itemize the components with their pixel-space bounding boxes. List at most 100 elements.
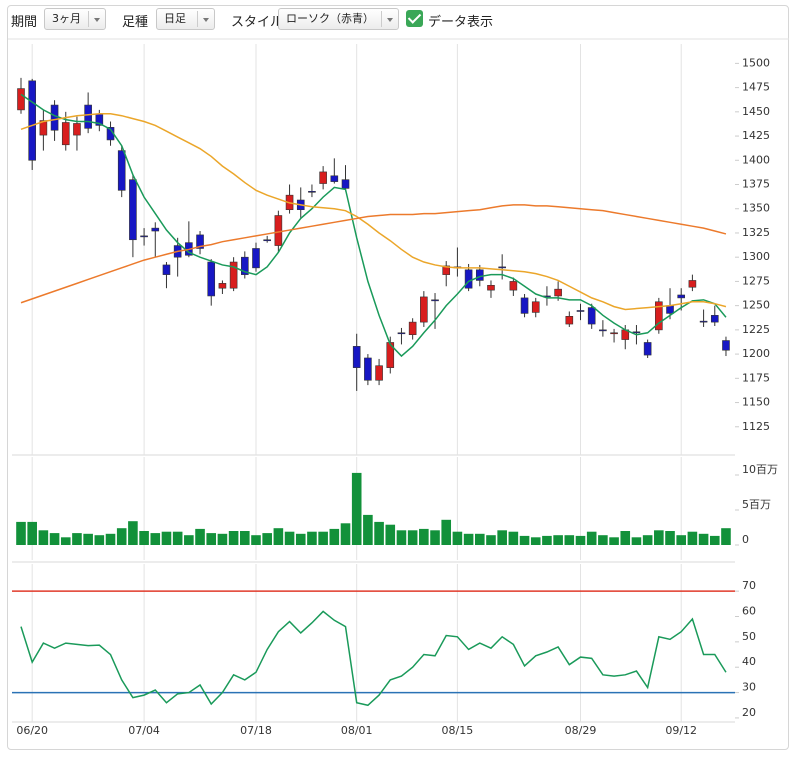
y-tick-label: 1500 xyxy=(742,56,770,69)
y-tick-label: 1200 xyxy=(742,347,770,360)
y-tick-label: 60 xyxy=(742,605,756,618)
volume-bar xyxy=(105,533,116,545)
y-tick-label: 1175 xyxy=(742,371,770,384)
volume-bar xyxy=(318,531,328,545)
y-tick-label: 1300 xyxy=(742,250,770,263)
volume-bar xyxy=(698,533,709,545)
x-tick-label: 07/04 xyxy=(128,724,160,737)
y-tick-label: 1400 xyxy=(742,153,770,166)
candle-body xyxy=(319,171,327,184)
x-tick-label: 08/01 xyxy=(341,724,373,737)
candle-body xyxy=(420,296,428,323)
bar-dropdown[interactable]: 日足 xyxy=(156,8,215,30)
volume-bar xyxy=(508,531,519,545)
volume-bar xyxy=(654,530,664,545)
volume-bar xyxy=(586,531,597,545)
style-dropdown[interactable]: ローソク（赤青） xyxy=(278,8,399,30)
volume-bar xyxy=(419,528,429,545)
volume-bar xyxy=(519,535,530,545)
candle-body xyxy=(207,261,216,297)
volume-bar xyxy=(184,535,194,545)
volume-bar xyxy=(284,531,295,545)
volume-bar xyxy=(441,519,452,545)
candle-body xyxy=(162,264,171,275)
rsi-line xyxy=(20,610,727,707)
candle-body xyxy=(50,104,59,131)
candle-body xyxy=(710,315,719,323)
candle-body xyxy=(263,239,271,242)
candle-body xyxy=(610,332,618,335)
volume-bar xyxy=(139,531,149,545)
candle-body xyxy=(117,150,126,191)
x-tick-label: 07/18 xyxy=(240,724,272,737)
candle-body xyxy=(655,301,663,331)
volume-bar xyxy=(240,531,250,545)
y-tick-label: 1275 xyxy=(742,274,770,287)
volume-bar xyxy=(27,521,37,545)
volume-bar xyxy=(430,530,440,545)
volume-bar xyxy=(329,528,340,545)
volume-bar xyxy=(16,521,26,545)
toolbar: 期間 3ヶ月 足種 日足 スタイル ローソク（赤青） データ表示 xyxy=(0,0,800,40)
volume-bar xyxy=(575,535,586,545)
period-dropdown[interactable]: 3ヶ月 xyxy=(44,8,106,30)
candle-body xyxy=(498,266,506,269)
candle-body xyxy=(196,234,204,249)
candle-body xyxy=(587,307,596,325)
candle-body xyxy=(352,346,361,368)
candle-body xyxy=(364,357,372,381)
volume-bar xyxy=(273,528,284,545)
volume-bar xyxy=(206,533,217,545)
volume-bar xyxy=(452,531,463,545)
candle-body xyxy=(677,294,686,299)
candle-body xyxy=(487,284,495,291)
volume-bar xyxy=(340,523,351,545)
volume-bar xyxy=(542,535,552,545)
volume-bar xyxy=(251,535,261,545)
volume-bar xyxy=(631,537,642,545)
data-display-label: データ表示 xyxy=(428,15,494,30)
volume-bar xyxy=(351,472,362,545)
y-tick-label: 1450 xyxy=(742,105,770,118)
moving-average-line xyxy=(20,93,727,358)
data-display-checkbox[interactable] xyxy=(406,10,423,27)
candle-body xyxy=(397,332,406,335)
candle-body xyxy=(554,288,562,297)
candle-body xyxy=(308,190,316,193)
candle-body xyxy=(252,248,260,269)
volume-bar xyxy=(497,530,507,545)
volume-bar xyxy=(609,537,619,545)
candle-body xyxy=(229,261,238,289)
volume-bar xyxy=(553,535,563,545)
candle-body xyxy=(274,215,283,246)
candle-body xyxy=(151,227,160,232)
chart-frame xyxy=(7,5,789,750)
volume-bar xyxy=(38,530,49,545)
volume-bar xyxy=(83,533,93,545)
volume-bar xyxy=(295,533,306,545)
volume-bar xyxy=(60,537,71,545)
candle-body xyxy=(218,283,227,289)
candle-body xyxy=(84,104,92,129)
volume-bar xyxy=(665,531,675,545)
candle-body xyxy=(722,340,730,351)
candle-body xyxy=(464,269,473,289)
volume-bar xyxy=(620,531,631,545)
volume-bar xyxy=(94,535,105,545)
y-tick-label: 1225 xyxy=(742,323,770,336)
volume-bar xyxy=(172,531,183,545)
volume-bar xyxy=(228,531,239,545)
candle-body xyxy=(129,179,137,241)
volume-bar xyxy=(262,533,272,545)
volume-bar xyxy=(407,530,418,545)
volume-bar xyxy=(195,528,205,545)
volume-bar xyxy=(396,530,407,545)
candle-body xyxy=(140,235,148,238)
candle-body xyxy=(688,280,697,288)
volume-bar xyxy=(374,521,384,545)
x-tick-label: 08/15 xyxy=(442,724,474,737)
volume-bar xyxy=(161,531,172,545)
volume-bar xyxy=(128,521,138,545)
